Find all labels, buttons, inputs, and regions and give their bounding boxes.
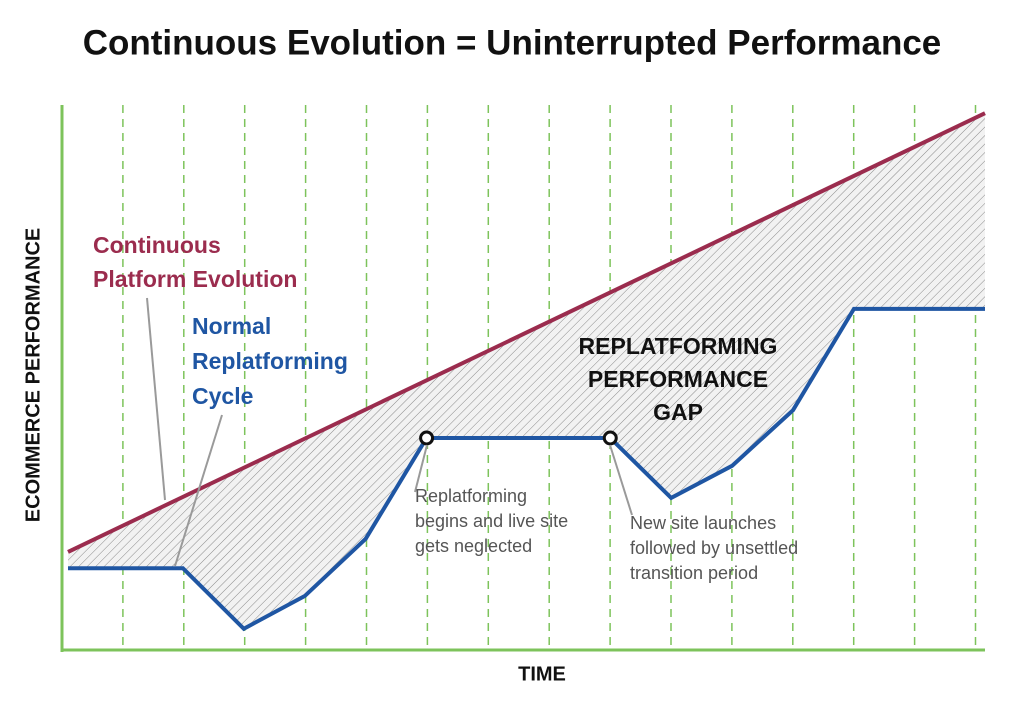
series-label: Normal <box>192 313 271 339</box>
point-marker <box>602 430 618 446</box>
annotation: transition period <box>630 563 758 583</box>
annotation: gets neglected <box>415 536 532 556</box>
leader-line <box>609 444 633 516</box>
annotation: GAP <box>653 399 703 425</box>
annotation: New site launches <box>630 513 776 533</box>
annotation: PERFORMANCE <box>588 366 768 392</box>
point-marker <box>419 430 435 446</box>
annotation: Replatforming <box>415 486 527 506</box>
series-line <box>67 306 985 632</box>
annotation: REPLATFORMING <box>579 333 778 359</box>
leader-line <box>146 297 166 501</box>
x-axis-label: TIME <box>518 663 566 685</box>
leader-line <box>174 414 223 567</box>
series-label: Continuous <box>93 232 221 258</box>
annotation: begins and live site <box>415 511 568 531</box>
gap-area <box>67 113 985 629</box>
series-label: Cycle <box>192 383 253 409</box>
leader-line <box>414 444 428 493</box>
annotation: followed by unsettled <box>630 538 798 558</box>
y-axis-label: ECOMMERCE PERFORMANCE <box>22 228 44 522</box>
series-label: Platform Evolution <box>93 266 297 292</box>
chart-title: Continuous Evolution = Uninterrupted Per… <box>83 23 942 62</box>
series-label: Replatforming <box>192 348 348 374</box>
series-line <box>67 111 986 554</box>
